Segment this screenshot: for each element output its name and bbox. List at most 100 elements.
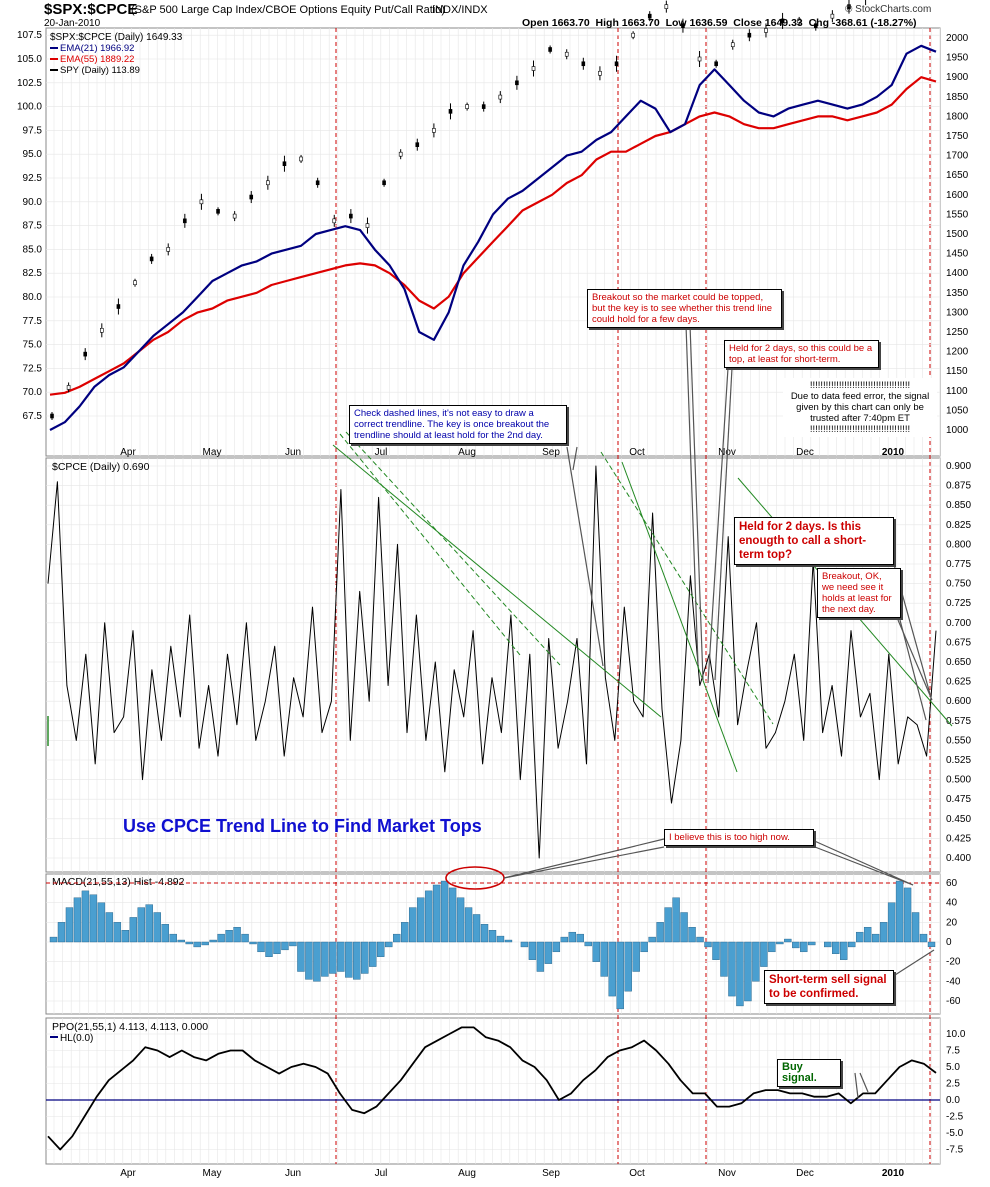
macd-hist-bar xyxy=(121,930,130,943)
macd-hist-bar xyxy=(393,933,401,943)
macd-hist-bar xyxy=(193,941,201,948)
macd-hist-bar xyxy=(664,907,672,943)
month-label-top: Jun xyxy=(285,447,301,458)
macd-hist-bar xyxy=(600,941,608,977)
ppo-tick: 5.0 xyxy=(946,1062,960,1073)
macd-hist-bar xyxy=(927,941,936,948)
macd-hist-bar xyxy=(401,922,409,943)
macd-hist-bar xyxy=(129,917,138,943)
macd-hist-bar xyxy=(424,890,433,943)
macd-hist-bar xyxy=(576,933,584,943)
spy-candle xyxy=(714,61,718,67)
month-label-top: Aug xyxy=(458,447,476,458)
price-right-tick: 2000 xyxy=(946,33,969,44)
price-right-tick: 1500 xyxy=(946,229,969,240)
pointer-line xyxy=(707,367,729,684)
macd-hist-bar xyxy=(408,907,417,943)
spy-candle xyxy=(681,23,685,28)
price-left-tick: 82.5 xyxy=(23,268,43,279)
price-right-tick: 1800 xyxy=(946,111,969,122)
price-left-tick: 75.0 xyxy=(23,340,43,351)
macd-hist-bar xyxy=(536,941,545,972)
pointer-line xyxy=(572,446,578,471)
spy-candle xyxy=(66,385,71,390)
macd-hist-bar xyxy=(345,941,353,978)
macd-hist-bar xyxy=(768,941,776,953)
header-copyright: © StockCharts.com xyxy=(845,4,932,15)
spy-candle xyxy=(183,218,187,224)
cpce-tick: 0.400 xyxy=(946,853,971,864)
macd-hist-bar xyxy=(73,897,82,943)
trendline xyxy=(600,451,774,725)
pointer-line xyxy=(685,324,699,666)
spy-candle xyxy=(780,18,785,24)
macd-hist-bar xyxy=(81,890,90,943)
spy-candle xyxy=(631,32,635,38)
macd-hist-bar xyxy=(57,922,66,943)
macd-hist-bar xyxy=(416,897,425,943)
macd-hist-bar xyxy=(648,936,656,943)
macd-tick: 20 xyxy=(946,917,958,928)
spy-candle xyxy=(697,56,702,62)
macd-hist-bar xyxy=(528,941,537,960)
macd-hist-bar xyxy=(712,941,720,960)
macd-hist-bar xyxy=(800,941,808,953)
ppo-tick: 7.5 xyxy=(946,1046,960,1057)
macd-tick: -60 xyxy=(946,996,961,1007)
spy-candle xyxy=(199,199,204,205)
macd-hist-bar xyxy=(177,939,185,943)
price-right-tick: 1900 xyxy=(946,72,969,83)
cpce-panel-title: $CPCE (Daily) 0.690 xyxy=(52,461,150,473)
header-symbol: $SPX:$CPCE xyxy=(44,1,138,18)
macd-hist-bar xyxy=(863,927,872,943)
macd-hist-bar xyxy=(273,941,281,955)
macd-hist-bar xyxy=(472,914,481,943)
macd-hist-bar xyxy=(696,936,704,943)
pointer-line xyxy=(689,324,704,681)
annotation-breakout2: Breakout, OK, we need see it holds at le… xyxy=(817,568,901,618)
spy-candle xyxy=(747,32,752,38)
price-right-tick: 1550 xyxy=(946,209,969,220)
spy-candle xyxy=(764,28,768,33)
cpce-tick: 0.775 xyxy=(946,559,971,570)
price-left-tick: 97.5 xyxy=(23,125,43,136)
spy-candle xyxy=(398,151,403,157)
macd-hist-bar xyxy=(592,941,600,962)
macd-hist-bar xyxy=(824,941,832,948)
price-right-tick: 1850 xyxy=(946,92,969,103)
month-label-bottom: May xyxy=(203,1168,222,1179)
macd-hist-bar xyxy=(89,894,98,943)
macd-hist-bar xyxy=(608,941,616,997)
macd-hist-bar xyxy=(879,922,888,943)
macd-hist-bar xyxy=(257,941,265,953)
macd-hist-bar xyxy=(744,941,752,1002)
month-label-bottom: Dec xyxy=(796,1168,814,1179)
panel-frame-ppo xyxy=(45,1017,941,1165)
macd-hist-bar xyxy=(337,941,345,972)
header-ohlc: Open 1663.70 High 1663.70 Low 1636.59 Cl… xyxy=(522,17,917,29)
price-left-tick: 87.5 xyxy=(23,221,43,232)
macd-hist-bar xyxy=(137,907,145,943)
spy-candle xyxy=(647,13,652,19)
macd-hist-bar xyxy=(377,941,385,957)
price-right-tick: 1950 xyxy=(946,53,969,64)
cpce-tick: 0.850 xyxy=(946,500,971,511)
macd-hist-bar xyxy=(480,924,489,943)
cpce-tick: 0.600 xyxy=(946,696,971,707)
macd-hist-bar xyxy=(161,924,169,943)
price-left-tick: 85.0 xyxy=(23,244,43,255)
header-date: 20-Jan-2010 xyxy=(44,18,101,29)
macd-hist-bar xyxy=(840,941,848,960)
spy-candle xyxy=(282,161,287,167)
macd-hist-bar xyxy=(808,941,816,946)
trendline xyxy=(345,431,561,666)
macd-hist-bar xyxy=(736,941,744,1007)
annotation-held: Held for 2 days, so this could be a top,… xyxy=(724,340,879,368)
spy-candle xyxy=(598,70,602,76)
macd-hist-bar xyxy=(97,902,106,943)
header-description: (S&P 500 Large Cap Index/CBOE Options Eq… xyxy=(131,4,446,16)
spy-candle xyxy=(531,66,536,71)
price-right-tick: 1150 xyxy=(946,366,968,377)
cpce-tick: 0.800 xyxy=(946,539,971,550)
spy-candle xyxy=(315,180,320,186)
